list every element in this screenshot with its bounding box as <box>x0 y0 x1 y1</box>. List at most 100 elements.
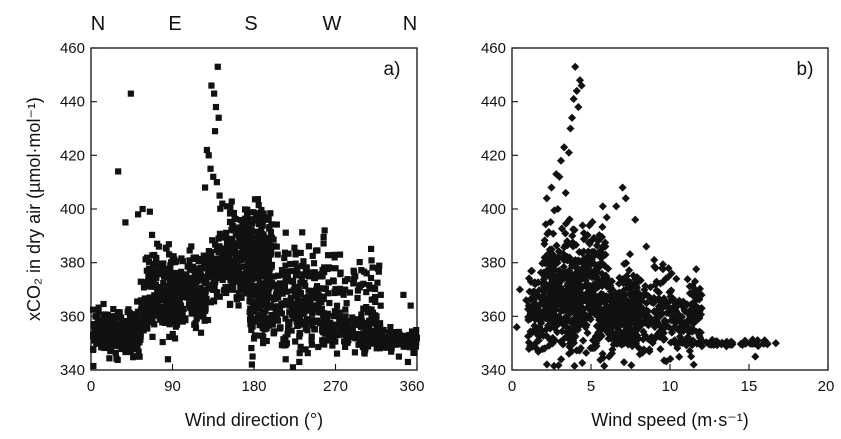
data-point <box>102 311 109 318</box>
data-point <box>211 298 218 305</box>
data-point <box>656 345 665 354</box>
data-point <box>293 301 300 308</box>
data-point <box>247 290 254 297</box>
data-point <box>107 313 115 320</box>
data-point <box>545 300 554 309</box>
data-point <box>196 287 203 294</box>
data-point <box>691 277 700 286</box>
data-point <box>274 303 281 310</box>
data-point <box>609 311 618 320</box>
data-point <box>254 312 262 319</box>
data-point <box>602 213 611 222</box>
data-point <box>376 320 384 327</box>
data-point <box>592 272 601 281</box>
x-tick-label: 15 <box>741 378 758 395</box>
data-point <box>261 252 269 259</box>
data-point <box>281 254 288 262</box>
data-point <box>535 300 544 310</box>
data-point <box>158 312 165 320</box>
data-point <box>310 287 317 295</box>
data-point <box>102 324 110 331</box>
data-point <box>221 234 228 241</box>
data-point <box>240 224 247 231</box>
data-point <box>145 258 153 265</box>
data-point <box>546 260 555 269</box>
data-point <box>529 302 538 311</box>
data-point <box>276 280 283 287</box>
data-point <box>554 318 563 327</box>
data-point <box>299 263 306 270</box>
panel-b-x-ticks: 0 5 10 15 20 <box>508 364 834 395</box>
data-point <box>320 285 327 292</box>
data-point <box>366 282 373 289</box>
data-point <box>352 273 359 280</box>
data-point <box>560 334 569 343</box>
data-point <box>203 146 211 154</box>
data-point <box>120 342 127 349</box>
data-point <box>266 223 273 231</box>
data-point <box>689 325 698 334</box>
data-point <box>274 251 281 258</box>
data-point <box>138 297 145 304</box>
data-point <box>251 332 259 339</box>
data-point <box>159 338 166 346</box>
data-point <box>341 277 349 285</box>
data-point <box>256 265 263 272</box>
data-point <box>251 286 258 293</box>
data-point <box>255 235 262 242</box>
data-point <box>370 317 377 324</box>
data-point <box>304 327 311 334</box>
data-point <box>326 334 334 341</box>
data-point <box>660 334 669 344</box>
data-point <box>201 289 208 296</box>
data-point <box>531 325 540 334</box>
data-point <box>163 245 170 252</box>
data-point <box>175 283 182 290</box>
data-point <box>740 336 750 345</box>
data-point <box>645 335 654 344</box>
data-point <box>144 325 151 332</box>
data-point <box>270 243 278 250</box>
data-point <box>282 229 289 236</box>
data-point <box>239 243 246 250</box>
data-point <box>250 299 257 307</box>
data-point <box>151 321 158 328</box>
data-point <box>263 337 270 345</box>
data-point <box>171 307 178 315</box>
data-point <box>579 254 589 263</box>
data-point <box>692 316 701 325</box>
data-point <box>248 361 255 368</box>
data-point <box>259 222 266 229</box>
data-point <box>284 268 291 276</box>
data-point <box>578 358 587 367</box>
data-point <box>95 304 102 311</box>
y-tick-label: 400 <box>60 201 85 218</box>
data-point <box>369 312 376 319</box>
data-point <box>566 124 575 133</box>
data-point <box>221 245 229 252</box>
data-point <box>564 148 573 157</box>
data-point <box>623 309 632 318</box>
data-point <box>637 307 646 316</box>
data-point <box>175 312 182 319</box>
y-tick-label: 460 <box>60 40 85 57</box>
data-point <box>136 353 143 360</box>
data-point <box>219 200 226 207</box>
data-point <box>186 257 193 264</box>
data-point <box>524 332 533 341</box>
data-point <box>112 327 119 334</box>
data-point <box>137 331 144 338</box>
data-point <box>253 282 260 289</box>
data-point <box>255 286 263 293</box>
data-point <box>188 308 195 315</box>
data-point <box>182 280 190 287</box>
data-point <box>354 294 361 302</box>
data-point <box>266 245 273 252</box>
data-point <box>179 258 186 265</box>
data-point <box>95 308 102 315</box>
data-point <box>289 311 296 318</box>
data-point <box>175 289 182 296</box>
data-point <box>171 312 179 319</box>
data-point <box>556 285 565 294</box>
data-point <box>146 208 153 215</box>
